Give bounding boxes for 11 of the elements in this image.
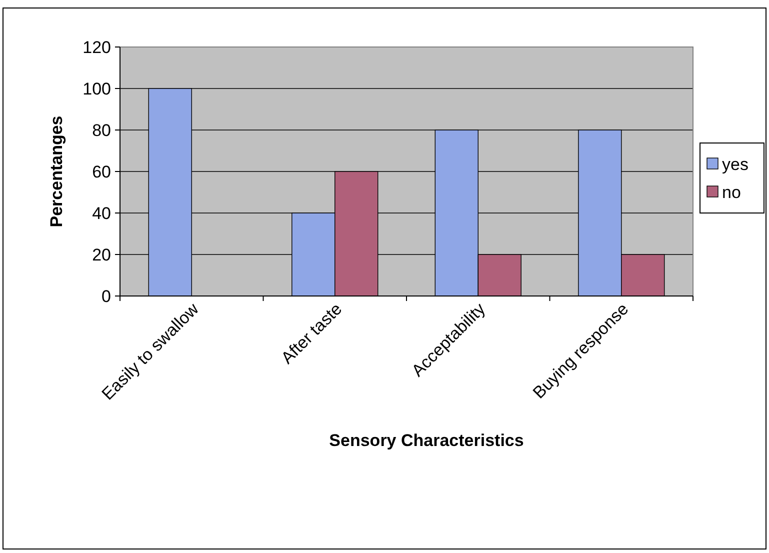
y-tick-label: 0 — [102, 286, 111, 306]
y-tick-label: 60 — [92, 162, 111, 182]
y-axis-title: Percentanges — [47, 116, 66, 228]
y-tick-label: 80 — [92, 120, 111, 140]
x-axis-title: Sensory Characteristics — [329, 431, 524, 450]
y-tick-label: 40 — [92, 204, 111, 223]
legend-label: no — [722, 182, 741, 202]
y-tick-label: 20 — [92, 245, 111, 264]
y-tick-label: 120 — [82, 38, 111, 57]
legend-label: yes — [722, 154, 748, 174]
y-tick-label: 100 — [82, 79, 111, 98]
